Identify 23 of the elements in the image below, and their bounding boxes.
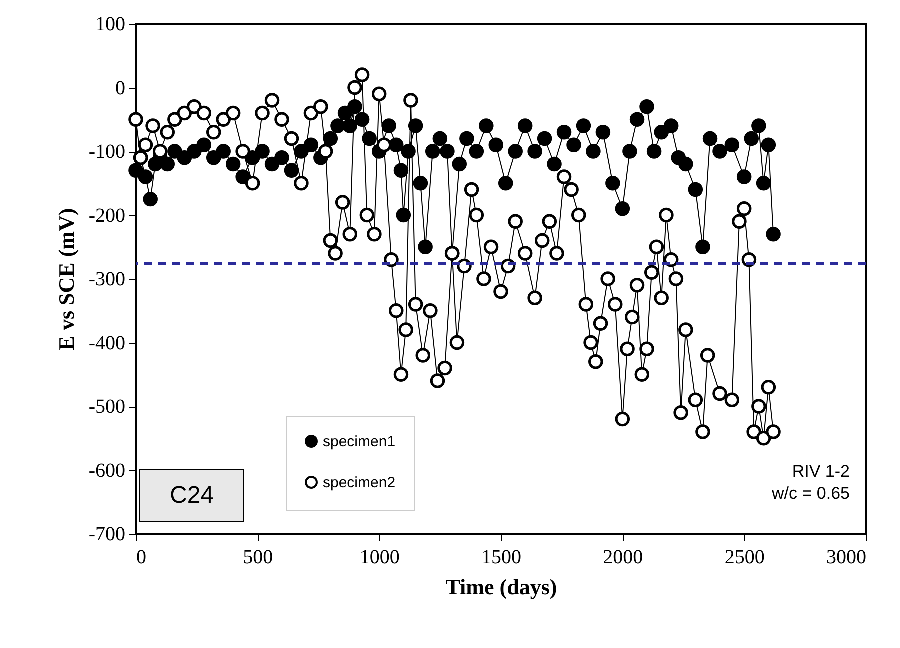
x-tick-label: 2000 — [603, 546, 644, 568]
y-tick-label: -700 — [88, 524, 126, 546]
y-axis-title: E vs SCE (mV) — [54, 208, 79, 351]
legend-label: specimen2 — [323, 474, 396, 492]
y-tick-label: -500 — [88, 396, 126, 418]
x-tick-label: 0 — [136, 546, 146, 568]
y-tick-label: 0 — [116, 77, 126, 100]
y-tick-label: -600 — [88, 460, 126, 482]
x-tick-label: 500 — [243, 546, 274, 568]
annotation: RIV 1-2 — [792, 462, 850, 481]
x-tick-label: 2500 — [724, 546, 765, 568]
y-tick-label: 100 — [96, 14, 126, 36]
legend-label: specimen1 — [323, 434, 396, 450]
x-axis-title: Time (days) — [446, 574, 558, 600]
y-tick-label: -400 — [88, 332, 126, 354]
y-tick-label: -300 — [88, 268, 126, 290]
x-tick-label: 3000 — [826, 546, 866, 568]
annotation: w/c = 0.65 — [771, 484, 850, 503]
x-tick-label: 1500 — [482, 546, 522, 568]
x-tick-label: 1000 — [360, 546, 400, 568]
y-tick-label: -200 — [88, 204, 126, 227]
y-tick-label: -100 — [88, 141, 126, 163]
annotation: C24 — [170, 482, 214, 509]
